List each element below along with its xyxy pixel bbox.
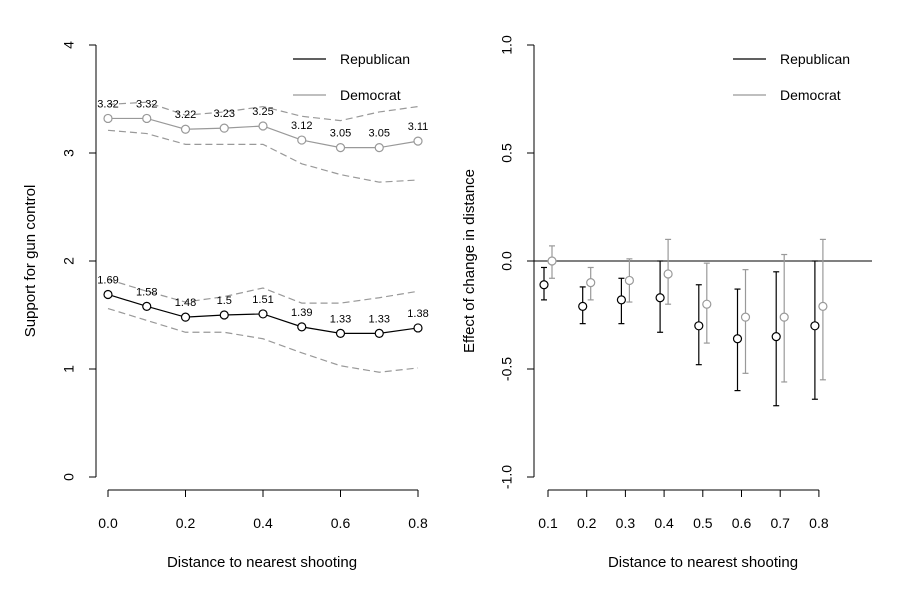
- legend-label: Republican: [780, 51, 850, 67]
- effect-point: [547, 256, 557, 266]
- data-label: 3.05: [369, 128, 390, 140]
- data-label: 1.38: [407, 308, 428, 320]
- ci-lower-line: [107, 129, 419, 183]
- effect-point: [732, 334, 743, 344]
- effect-point: [616, 295, 627, 305]
- left-y-axis-title: Support for gun control: [22, 185, 39, 338]
- data-point: [142, 113, 152, 124]
- data-label: 3.32: [97, 98, 118, 110]
- effect-point: [810, 321, 820, 331]
- right-x-axis-title: Distance to nearest shooting: [608, 554, 798, 571]
- effect-point: [539, 280, 549, 290]
- right-y-tick-label: 1.0: [499, 35, 515, 55]
- left-x-tick-label: 0.4: [253, 515, 273, 531]
- left-y-tick-label: 0: [61, 473, 77, 481]
- data-label: 3.05: [330, 128, 351, 140]
- data-label: 3.23: [214, 108, 235, 120]
- right-x-tick-label: 0.3: [616, 515, 636, 531]
- data-point: [219, 123, 229, 133]
- effect-point: [740, 312, 751, 322]
- data-point: [413, 136, 423, 146]
- ci-upper-line: [107, 101, 419, 122]
- right-x-tick-label: 0.5: [693, 515, 713, 531]
- data-point: [142, 301, 152, 311]
- legend-label: Democrat: [780, 87, 841, 103]
- data-point: [374, 328, 384, 338]
- data-label: 3.22: [175, 109, 196, 121]
- legend-label: Democrat: [340, 87, 401, 103]
- data-label: 3.11: [408, 121, 429, 133]
- right-x-tick-label: 0.4: [654, 515, 674, 531]
- effect-point: [663, 269, 673, 279]
- right-y-tick-label: -0.5: [499, 357, 515, 381]
- effect-point: [694, 321, 704, 331]
- right-y-tick-label: 0.0: [499, 251, 515, 271]
- left-x-tick-label: 0.8: [408, 515, 428, 531]
- right-y-tick-label: 0.5: [499, 143, 515, 163]
- left-y-tick-label: 2: [61, 257, 77, 265]
- effect-point: [702, 299, 712, 309]
- left-x-tick-label: 0.2: [176, 515, 196, 531]
- data-point: [103, 113, 113, 124]
- data-point: [180, 312, 191, 322]
- legend-label: Republican: [340, 51, 410, 67]
- data-point: [103, 289, 113, 300]
- data-label: 1.33: [369, 313, 390, 325]
- data-point: [374, 143, 384, 153]
- left-y-tick-label: 4: [61, 41, 77, 49]
- right-x-tick-label: 0.7: [770, 515, 790, 531]
- right-x-tick-label: 0.8: [809, 515, 829, 531]
- data-label: 1.48: [175, 297, 196, 309]
- data-label: 1.51: [252, 294, 273, 306]
- effect-point: [779, 312, 789, 322]
- ci-lower-line: [107, 307, 419, 373]
- effect-point: [771, 332, 781, 342]
- data-label: 1.69: [97, 274, 118, 286]
- right-x-tick-label: 0.2: [577, 515, 597, 531]
- effect-point: [818, 301, 828, 311]
- ci-upper-line: [107, 278, 419, 304]
- data-point: [335, 143, 346, 153]
- data-label: 1.39: [291, 307, 312, 319]
- data-label: 1.58: [136, 286, 157, 298]
- effect-point: [586, 278, 596, 288]
- left-y-tick-label: 3: [61, 149, 77, 157]
- data-label: 3.12: [291, 120, 312, 132]
- data-point: [297, 322, 307, 332]
- data-label: 3.25: [252, 106, 273, 118]
- data-point: [297, 135, 307, 145]
- data-point: [413, 323, 423, 333]
- right-x-tick-label: 0.1: [538, 515, 558, 531]
- data-label: 1.33: [330, 313, 351, 325]
- left-panel: 0 1 2 3 4 0.0 0.2 0.4 0.6 0.8 Distance to nearest …: [22, 41, 429, 571]
- right-x-tick-label: 0.6: [732, 515, 752, 531]
- data-label: 3.32: [136, 98, 157, 110]
- data-point: [258, 121, 268, 131]
- effect-point: [578, 301, 588, 311]
- left-x-axis-title: Distance to nearest shooting: [167, 554, 357, 571]
- right-panel: -1.0 -0.5 0.0 0.5 1.0 0.1 0.2 0.3 0.4 0.5 0.6 0.7 0.…: [461, 35, 872, 571]
- data-point: [258, 309, 268, 319]
- left-x-tick-label: 0.6: [331, 515, 351, 531]
- data-point: [219, 310, 229, 320]
- data-point: [180, 124, 191, 134]
- effect-point: [624, 275, 635, 286]
- right-y-tick-label: -1.0: [499, 465, 515, 489]
- data-point: [335, 328, 346, 338]
- left-x-tick-label: 0.0: [98, 515, 118, 531]
- data-label: 1.5: [217, 295, 232, 307]
- effect-point: [655, 293, 665, 303]
- right-y-axis-title: Effect of change in distance: [461, 169, 478, 353]
- left-y-tick-label: 1: [61, 365, 77, 373]
